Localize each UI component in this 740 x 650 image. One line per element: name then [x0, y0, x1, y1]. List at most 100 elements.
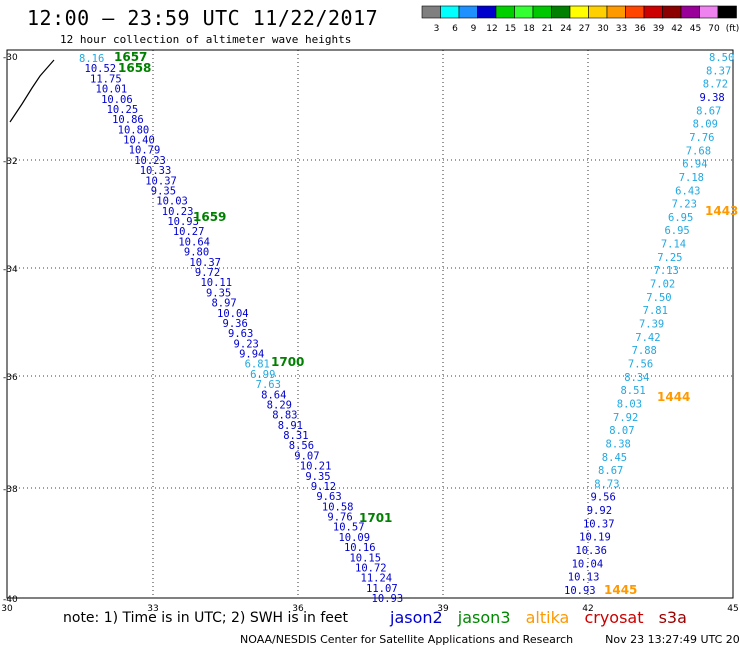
color-scale-swatch	[532, 5, 552, 19]
track-value: 10.09	[338, 532, 370, 544]
track-value: 9.35	[206, 287, 231, 299]
track-value: 9.35	[305, 471, 330, 483]
track-time-label: 1658	[118, 61, 151, 75]
track-value: 8.34	[624, 372, 649, 384]
color-scale-label: 15	[505, 24, 516, 34]
track-value: 6.99	[250, 369, 275, 381]
longitude-label: 33	[147, 604, 158, 614]
color-scale-label: 39	[653, 24, 665, 34]
color-scale-swatch	[588, 5, 608, 19]
track-value: 8.31	[283, 430, 308, 442]
color-scale-label: 45	[690, 24, 701, 34]
color-scale-swatch	[662, 5, 682, 19]
track-time-label: 1701	[359, 511, 392, 525]
color-scale-swatch	[440, 5, 460, 19]
coastline	[9, 59, 55, 123]
track-value: 9.38	[699, 92, 724, 104]
track-value: 10.93	[372, 593, 404, 605]
color-scale-label: 27	[579, 24, 590, 34]
track-value: 7.81	[643, 305, 668, 317]
track-value: 6.43	[675, 185, 700, 197]
track-value: 10.37	[189, 257, 221, 269]
color-scale-label: 9	[471, 24, 477, 34]
color-scale-label: 18	[523, 24, 535, 34]
track-value: 10.57	[333, 522, 365, 534]
track-value: 10.19	[579, 532, 611, 544]
track-value: 8.29	[267, 399, 292, 411]
track-value: 8.83	[272, 410, 297, 422]
track-value: 10.01	[96, 84, 128, 96]
color-scale-label: 33	[616, 24, 627, 34]
footer-credit: NOAA/NESDIS Center for Satellite Applica…	[240, 633, 574, 646]
track-value: 8.91	[278, 420, 303, 432]
color-scale-label: 12	[486, 24, 497, 34]
track-value: 7.25	[657, 252, 682, 264]
track-time-label: 1657	[114, 50, 147, 64]
track-value: 8.50	[709, 52, 734, 64]
color-scale-swatch	[458, 5, 478, 19]
track-value: 10.15	[349, 552, 381, 564]
track-value: 10.80	[118, 124, 150, 136]
track-value: 9.35	[151, 185, 176, 197]
track-value: 10.72	[355, 563, 387, 575]
track-value: 10.04	[572, 558, 604, 570]
track-value: 9.94	[239, 349, 264, 361]
track-value: 11.75	[90, 73, 122, 85]
track-value: 7.92	[613, 412, 638, 424]
track-value: 9.56	[591, 492, 616, 504]
track-value: 7.63	[256, 379, 281, 391]
track-value: 10.37	[145, 175, 177, 187]
footer: NOAA/NESDIS Center for Satellite Applica…	[240, 633, 740, 646]
track-value: 8.67	[598, 465, 623, 477]
track-value: 9.76	[327, 512, 352, 524]
track-value: 8.73	[594, 478, 619, 490]
longitude-label: 39	[437, 604, 449, 614]
track-value: 11.07	[366, 583, 398, 595]
track-value: 8.72	[703, 79, 728, 91]
longitude-label: 45	[727, 604, 738, 614]
track-value: 8.09	[693, 119, 718, 131]
track-time-label: 1445	[604, 583, 637, 597]
track-value: 8.38	[606, 438, 631, 450]
track-value: 10.23	[134, 155, 166, 167]
track-value: 10.03	[156, 196, 188, 208]
track-value: 10.11	[200, 277, 232, 289]
track-value: 10.86	[112, 114, 144, 126]
track-value: 9.12	[311, 481, 336, 493]
legend-s3a: s3a	[658, 608, 687, 627]
color-scale-swatch	[643, 5, 663, 19]
track-value: 7.42	[635, 332, 660, 344]
color-scale-label: 24	[560, 24, 572, 34]
color-scale-swatch	[717, 5, 737, 19]
map-subtitle: 12 hour collection of altimeter wave hei…	[60, 33, 352, 46]
track-value: 11.24	[361, 573, 393, 585]
color-scale-swatch	[514, 5, 534, 19]
latitude-label: -32	[3, 157, 18, 167]
track-value: 7.14	[661, 239, 686, 251]
color-scale-label: 42	[671, 24, 682, 34]
track-value: 8.67	[696, 105, 721, 117]
track-value: 10.36	[575, 545, 607, 557]
latitude-label: -34	[3, 265, 18, 275]
color-scale-swatch	[551, 5, 571, 19]
track-value: 8.16	[79, 53, 104, 65]
track-value: 10.13	[568, 572, 600, 584]
track-value: 8.56	[289, 440, 314, 452]
track-value: 9.80	[184, 247, 209, 259]
legend-jason3: jason3	[457, 608, 511, 627]
legend-jason2: jason2	[390, 608, 443, 627]
latitude-label: -38	[3, 485, 18, 495]
track-value: 8.45	[602, 452, 627, 464]
track-value: 10.58	[322, 501, 354, 513]
color-scale-swatch	[477, 5, 497, 19]
longitude-label: 42	[582, 604, 593, 614]
track-value: 9.92	[587, 505, 612, 517]
track-value: 8.97	[211, 298, 236, 310]
color-scale-swatch	[699, 5, 719, 19]
footer-timestamp: Nov 23 13:27:49 UTC 2017	[605, 633, 740, 646]
color-scale-label: 21	[542, 24, 553, 34]
track-value: 9.72	[195, 267, 220, 279]
track-value: 10.79	[129, 145, 161, 157]
